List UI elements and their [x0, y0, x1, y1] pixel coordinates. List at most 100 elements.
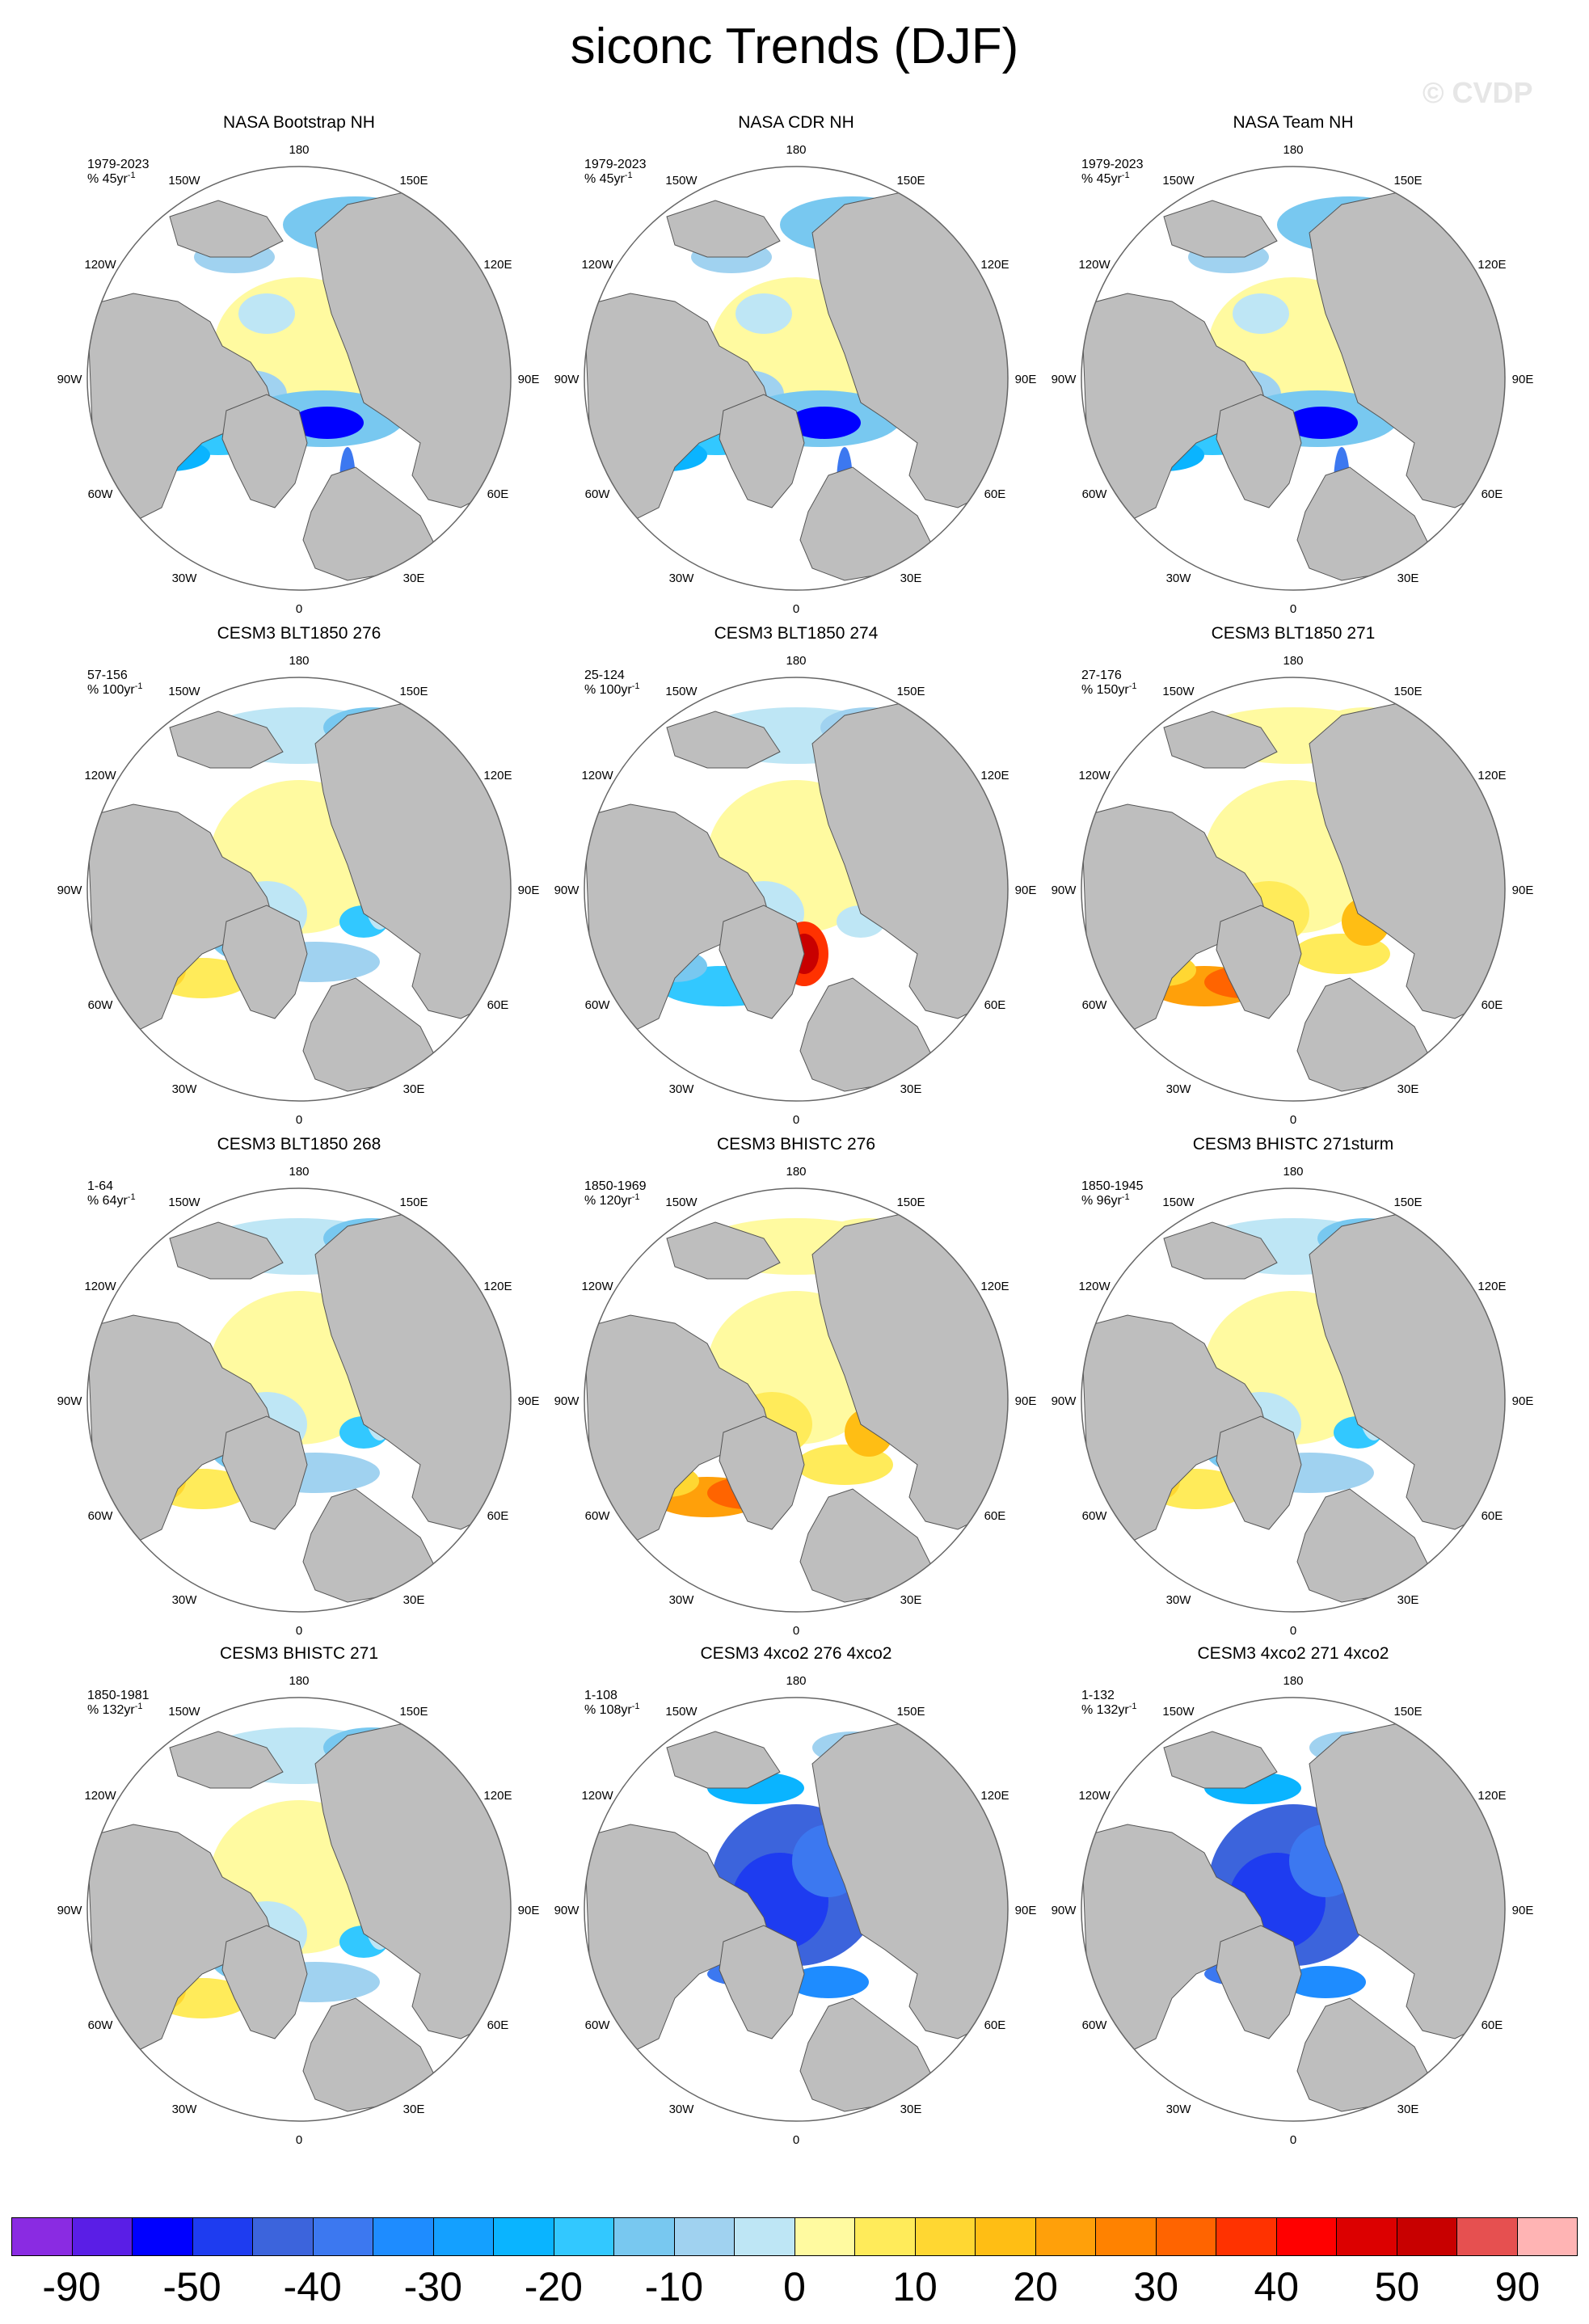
lon-label: 30E [403, 1082, 425, 1096]
lon-label: 60W [1082, 487, 1108, 501]
lon-label: 30E [1397, 1593, 1419, 1607]
lon-label: 150E [1393, 1196, 1422, 1209]
lon-label: 30E [900, 1593, 922, 1607]
lon-label: 120E [980, 1789, 1009, 1803]
lon-label: 120E [1477, 1789, 1506, 1803]
colorbar-swatch [1457, 2218, 1518, 2255]
lon-label: 150E [1393, 1705, 1422, 1719]
lon-label: 0 [296, 602, 302, 616]
lon-label: 90W [554, 884, 580, 897]
lon-label: 120E [980, 769, 1009, 782]
map-boundary [1081, 1187, 1506, 1613]
lon-label: 0 [296, 2133, 302, 2147]
trend-field [238, 293, 295, 334]
lon-label: 30W [172, 1082, 198, 1096]
colorbar-swatch [1517, 2218, 1577, 2255]
lon-label: 90E [518, 373, 540, 386]
lon-label: 120E [1477, 258, 1506, 272]
lon-label: 120W [581, 1280, 613, 1293]
lon-label: 150W [168, 685, 200, 698]
panel-scale: % 100yr-1 [584, 681, 639, 697]
lon-label: 90E [1015, 884, 1037, 897]
lon-label: 150E [399, 1196, 428, 1209]
panel-period: 1-132 [1081, 1689, 1115, 1702]
colorbar-swatch [794, 2218, 855, 2255]
lon-label: 180 [289, 143, 309, 157]
panel-scale: % 108yr-1 [584, 1702, 639, 1717]
colorbar-swatch [133, 2218, 193, 2255]
map-panel: CESM3 BLT1850 271 27-176% 150yr-1 180 150E 1… [1052, 624, 1534, 1127]
colorbar-swatch [915, 2218, 976, 2255]
lon-label: 30E [1397, 2103, 1419, 2116]
lon-label: 30E [403, 2103, 425, 2116]
figure-title: siconc Trends (DJF) [570, 19, 1019, 74]
panel-period: 1-108 [584, 1689, 617, 1702]
land-mass [1216, 394, 1302, 508]
colorbar-label: -90 [42, 2264, 101, 2309]
lon-label: 0 [296, 1624, 302, 1638]
lon-label: 150W [665, 174, 698, 188]
lon-label: 90E [1512, 1904, 1534, 1917]
map-panel: NASA CDR NH 1979-2023% 45yr-1 180 150E 120E 9… [554, 113, 1037, 616]
lon-label: 30E [403, 572, 425, 585]
land-mass [666, 1221, 781, 1280]
lon-label: 60W [88, 998, 114, 1012]
lon-label: 150W [665, 685, 698, 698]
lon-label: 30E [900, 572, 922, 585]
colorbar-swatch [12, 2218, 73, 2255]
lon-label: 120W [84, 258, 116, 272]
trend-field [735, 293, 792, 334]
colorbar-swatch [313, 2218, 373, 2255]
lon-label: 150E [399, 1705, 428, 1719]
lon-label: 0 [793, 2133, 799, 2147]
lon-label: 60W [88, 1509, 114, 1523]
lon-label: 60E [1482, 487, 1503, 501]
lon-label: 60E [487, 998, 509, 1012]
trend-field [1285, 407, 1358, 439]
panel-title: CESM3 BHISTC 271 [220, 1644, 378, 1663]
map-boundary [584, 677, 1009, 1102]
colorbar-swatch [1156, 2218, 1216, 2255]
lon-label: 0 [1290, 2133, 1296, 2147]
land-mass [169, 200, 284, 258]
lon-label: 90E [1512, 373, 1534, 386]
land-mass [169, 1731, 284, 1789]
panel-title: CESM3 BLT1850 276 [217, 624, 381, 643]
colorbar-label: -30 [403, 2264, 462, 2309]
lon-label: 90W [1052, 1394, 1077, 1408]
lon-label: 30W [1166, 1082, 1192, 1096]
lon-label: 90E [518, 1394, 540, 1408]
lon-label: 60E [984, 2018, 1006, 2032]
lon-label: 150W [665, 1705, 698, 1719]
lon-label: 150E [896, 174, 925, 188]
colorbar-swatch [253, 2218, 314, 2255]
lon-label: 90W [554, 373, 580, 386]
land-mass [1163, 200, 1278, 258]
lon-label: 180 [1283, 1165, 1303, 1179]
colorbar-label: 50 [1374, 2264, 1420, 2309]
colorbar-swatch [1337, 2218, 1397, 2255]
colorbar-label: 30 [1133, 2264, 1179, 2309]
colorbar-label: -20 [524, 2264, 583, 2309]
lon-label: 180 [786, 143, 806, 157]
trend-field [291, 407, 364, 439]
lon-label: 120W [1078, 258, 1111, 272]
land-mass [1163, 711, 1278, 769]
lon-label: 90W [57, 1394, 83, 1408]
map-panel: CESM3 BHISTC 276 1850-1969% 120yr-1 180 150… [554, 1135, 1037, 1638]
map-panel: CESM3 4xco2 271 4xco2 1-132% 132yr-1 180 15… [1052, 1644, 1534, 2147]
lon-label: 90W [57, 373, 83, 386]
trend-field [788, 1966, 869, 1998]
map-panel: CESM3 BLT1850 276 57-156% 100yr-1 180 150E 1… [57, 624, 540, 1127]
colorbar-swatch [72, 2218, 133, 2255]
panel-scale: % 120yr-1 [584, 1192, 639, 1208]
land-mass [1163, 1221, 1278, 1280]
lon-label: 120W [84, 1789, 116, 1803]
panel-scale: % 45yr-1 [87, 171, 136, 186]
colorbar-swatch [855, 2218, 916, 2255]
panel-title: CESM3 BLT1850 271 [1212, 624, 1376, 643]
panel-title: CESM3 BLT1850 274 [714, 624, 879, 643]
lon-label: 0 [1290, 602, 1296, 616]
lon-label: 120E [980, 1280, 1009, 1293]
